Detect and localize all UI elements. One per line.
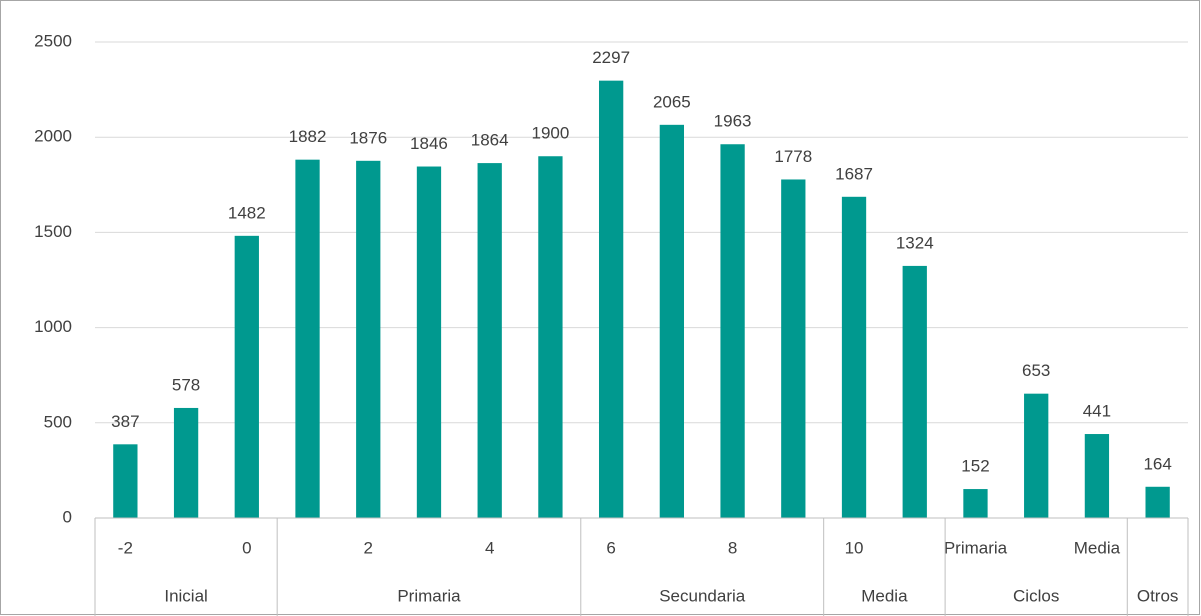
value-label: 578 xyxy=(172,375,200,394)
value-label: 1687 xyxy=(835,164,873,183)
value-label: 1324 xyxy=(896,233,934,252)
value-label: 1846 xyxy=(410,134,448,153)
group-label: Inicial xyxy=(164,586,207,605)
bar xyxy=(902,265,927,518)
value-label: 1864 xyxy=(471,131,509,150)
bar xyxy=(781,179,806,518)
value-label: 152 xyxy=(961,457,989,476)
value-label: 1900 xyxy=(532,124,570,143)
bar xyxy=(113,444,138,518)
bar xyxy=(538,156,563,519)
bar xyxy=(356,160,381,518)
value-label: 441 xyxy=(1083,402,1111,421)
x-tick-label: 8 xyxy=(728,538,737,557)
bar xyxy=(963,489,988,518)
group-label: Primaria xyxy=(397,586,461,605)
group-label: Otros xyxy=(1137,586,1179,605)
x-tick-label: 2 xyxy=(364,538,373,557)
group-label: Media xyxy=(861,586,908,605)
y-tick-label: 1000 xyxy=(34,317,72,336)
x-tick-label: 0 xyxy=(242,538,251,557)
x-tick-label: 4 xyxy=(485,538,494,557)
value-label: 1882 xyxy=(289,127,327,146)
x-tick-label: -2 xyxy=(118,538,133,557)
group-label: Secundaria xyxy=(659,586,746,605)
y-tick-label: 0 xyxy=(63,507,72,526)
bar xyxy=(1145,486,1170,518)
value-label: 387 xyxy=(111,412,139,431)
bar xyxy=(295,159,320,518)
value-label: 2297 xyxy=(592,48,630,67)
bar xyxy=(173,407,199,518)
group-label: Ciclos xyxy=(1013,586,1059,605)
bar xyxy=(720,144,745,518)
bar xyxy=(477,163,502,518)
x-tick-label: 6 xyxy=(606,538,615,557)
bar xyxy=(598,80,624,519)
y-tick-label: 2000 xyxy=(34,127,72,146)
bar xyxy=(1024,393,1049,518)
x-tick-label: Media xyxy=(1074,538,1121,557)
x-tick-label: 10 xyxy=(845,538,864,557)
bar xyxy=(234,235,259,518)
value-label: 653 xyxy=(1022,361,1050,380)
value-label: 2065 xyxy=(653,92,691,111)
bar xyxy=(841,196,867,518)
value-label: 164 xyxy=(1143,454,1171,473)
bar xyxy=(1084,434,1110,518)
value-label: 1876 xyxy=(349,128,387,147)
value-label: 1778 xyxy=(774,147,812,166)
y-tick-label: 500 xyxy=(44,412,72,431)
value-label: 1963 xyxy=(714,112,752,131)
bar xyxy=(416,166,442,518)
value-label: 1482 xyxy=(228,203,266,222)
y-tick-label: 1500 xyxy=(34,222,72,241)
x-tick-label: Primaria xyxy=(944,538,1008,557)
bar xyxy=(659,124,685,518)
y-tick-label: 2500 xyxy=(34,31,72,50)
